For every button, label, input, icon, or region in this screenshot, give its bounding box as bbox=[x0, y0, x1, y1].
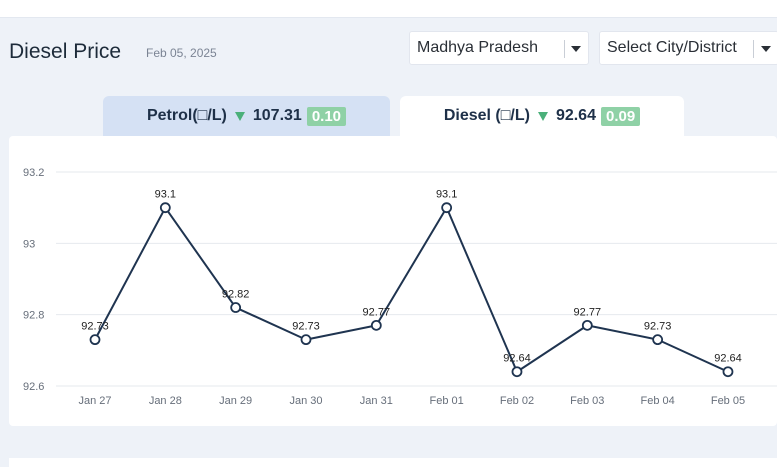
tab-diesel-change-badge: 0.09 bbox=[600, 106, 641, 126]
data-label: 93.1 bbox=[436, 189, 457, 201]
x-tick-label: Feb 02 bbox=[500, 395, 534, 407]
tab-diesel[interactable]: Diesel (□/L) 92.64 0.09 bbox=[400, 96, 684, 136]
top-strip bbox=[0, 0, 777, 18]
price-line-chart: 92.6 92.8 93 93.2 Jan 27 Jan 28 Jan 29 Jan 30 Ja… bbox=[23, 167, 777, 407]
y-tick-label: 92.6 bbox=[23, 381, 44, 393]
data-label: 93.1 bbox=[155, 189, 176, 201]
y-tick-label: 92.8 bbox=[23, 310, 44, 322]
bottom-strip bbox=[9, 458, 777, 467]
x-tick-label: Feb 04 bbox=[641, 395, 675, 407]
y-tick-label: 93 bbox=[23, 238, 35, 250]
price-down-icon bbox=[537, 111, 548, 121]
series-line bbox=[94, 206, 729, 373]
data-point bbox=[511, 366, 523, 378]
data-label: 92.73 bbox=[292, 321, 320, 333]
state-select-divider bbox=[564, 40, 565, 58]
tab-petrol-change-badge: 0.10 bbox=[306, 106, 347, 126]
data-label: 92.64 bbox=[714, 353, 742, 365]
city-select[interactable]: Select City/District bbox=[599, 31, 777, 65]
data-point bbox=[89, 334, 101, 346]
y-tick-label: 93.2 bbox=[23, 167, 44, 179]
data-point bbox=[159, 202, 171, 214]
data-point bbox=[441, 202, 453, 214]
data-point bbox=[652, 334, 664, 346]
city-select-divider bbox=[753, 40, 754, 58]
state-select[interactable]: Madhya Pradesh bbox=[409, 31, 589, 65]
chevron-down-icon[interactable] bbox=[571, 46, 581, 52]
x-tick-label: Feb 03 bbox=[570, 395, 604, 407]
x-tick-label: Feb 01 bbox=[430, 395, 464, 407]
data-point bbox=[370, 319, 382, 331]
x-tick-label: Feb 05 bbox=[711, 395, 745, 407]
chevron-down-icon[interactable] bbox=[761, 46, 771, 52]
data-label: 92.77 bbox=[574, 306, 602, 318]
data-label: 92.82 bbox=[222, 289, 250, 301]
x-tick-label: Jan 27 bbox=[78, 395, 111, 407]
tab-diesel-price: 92.64 bbox=[555, 107, 596, 124]
data-point bbox=[300, 334, 312, 346]
tab-petrol[interactable]: Petrol(□/L) 107.31 0.10 bbox=[103, 96, 390, 136]
data-label: 92.73 bbox=[81, 321, 109, 333]
data-point bbox=[581, 319, 593, 331]
data-point bbox=[722, 366, 734, 378]
tab-diesel-label: Diesel (□/L) bbox=[443, 107, 530, 124]
data-point bbox=[230, 302, 242, 313]
data-label: 92.77 bbox=[363, 306, 391, 318]
data-label: 92.64 bbox=[503, 353, 531, 365]
page-title: Diesel Price bbox=[9, 40, 122, 63]
data-label: 92.73 bbox=[644, 321, 672, 333]
price-date: Feb 05, 2025 bbox=[146, 46, 217, 60]
x-tick-label: Jan 30 bbox=[289, 395, 322, 407]
tab-petrol-price: 107.31 bbox=[252, 107, 302, 124]
x-tick-label: Jan 29 bbox=[219, 395, 252, 407]
city-select-placeholder: Select City/District bbox=[607, 39, 737, 56]
x-tick-label: Jan 28 bbox=[149, 395, 182, 407]
tab-petrol-label: Petrol(□/L) bbox=[146, 107, 227, 124]
state-select-value: Madhya Pradesh bbox=[417, 39, 538, 56]
x-tick-label: Jan 31 bbox=[360, 395, 393, 407]
price-down-icon bbox=[234, 111, 245, 121]
price-chart-card: 92.6 92.8 93 93.2 Jan 27 Jan 28 Jan 29 Jan 30 Ja… bbox=[9, 136, 777, 426]
